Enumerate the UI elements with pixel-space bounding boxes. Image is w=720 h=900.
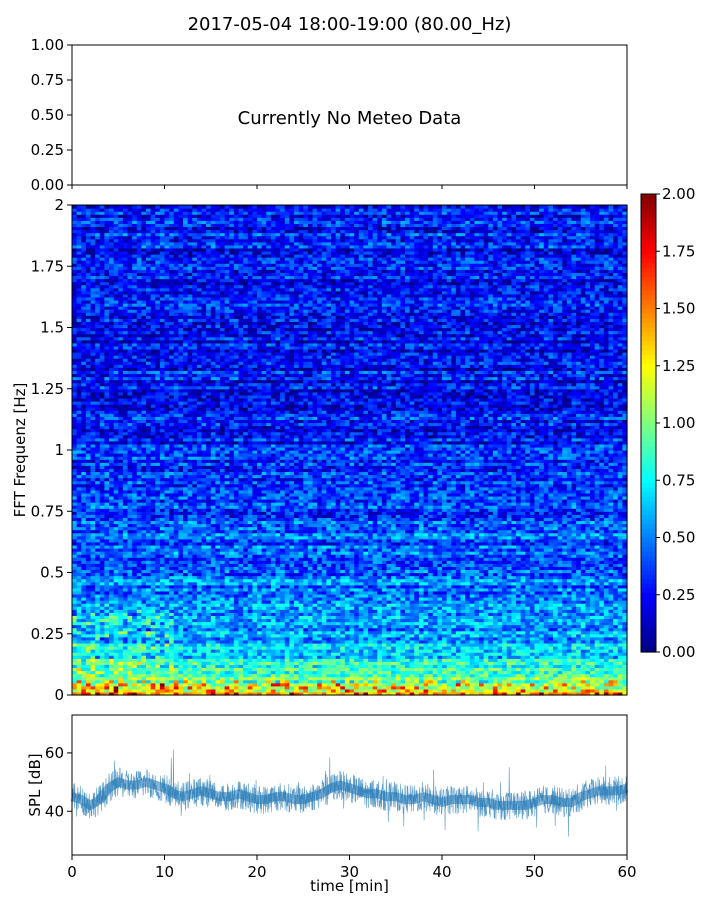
meteo-ytick-label: 0.25 (31, 141, 64, 159)
meteo-panel: 0.00 0.25 0.50 0.75 1.00 Currently No Meteo D… (31, 36, 627, 194)
meteo-ytick-label: 0.00 (31, 176, 64, 194)
meteo-ytick-label: 1.00 (31, 36, 64, 54)
meteo-ytick-label: 0.75 (31, 71, 64, 89)
no-meteo-data-text: Currently No Meteo Data (238, 108, 462, 129)
meteo-ytick-label: 0.50 (31, 106, 64, 124)
